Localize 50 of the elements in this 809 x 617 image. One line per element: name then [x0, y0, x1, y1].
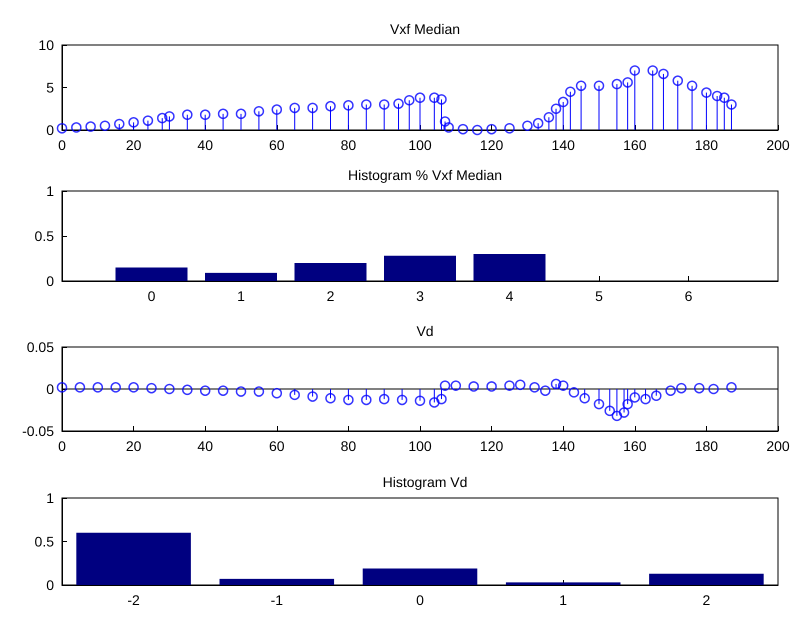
x-tick-label: 5 — [595, 288, 604, 304]
x-tick-label: 4 — [506, 288, 514, 304]
x-tick-label: 120 — [480, 137, 504, 153]
x-tick-label: 2 — [702, 592, 710, 608]
y-tick-label: 0.5 — [34, 228, 54, 244]
x-tick-label: 2 — [326, 288, 335, 304]
x-tick-label: -2 — [127, 592, 140, 608]
x-tick-label: 180 — [694, 137, 718, 153]
y-tick-label: 0 — [46, 577, 54, 593]
x-tick-label: 20 — [126, 438, 142, 454]
y-tick-label: 1 — [46, 183, 54, 199]
x-tick-label: 20 — [126, 137, 142, 153]
x-tick-label: 180 — [694, 438, 718, 454]
x-tick-label: 80 — [340, 137, 356, 153]
y-tick-label: 0 — [46, 273, 54, 289]
y-tick-label: 0.5 — [34, 534, 54, 550]
x-tick-label: 40 — [197, 438, 214, 454]
x-tick-label: 200 — [766, 438, 790, 454]
x-tick-label: -1 — [270, 592, 284, 608]
x-tick-label: 60 — [269, 438, 285, 454]
x-tick-label: 6 — [684, 288, 693, 304]
y-tick-label: 0 — [46, 122, 54, 138]
chart-title: Vd — [416, 323, 434, 339]
x-tick-label: 100 — [408, 438, 432, 454]
x-tick-label: 140 — [552, 438, 576, 454]
x-tick-label: 160 — [623, 137, 647, 153]
x-tick-label: 120 — [480, 438, 504, 454]
x-tick-label: 60 — [269, 137, 285, 153]
y-tick-label: 10 — [38, 37, 54, 53]
x-tick-label: 200 — [766, 137, 790, 153]
x-tick-label: 160 — [623, 438, 647, 454]
y-tick-label: 5 — [46, 80, 54, 96]
x-tick-label: 0 — [416, 592, 424, 608]
x-tick-label: 0 — [58, 438, 66, 454]
x-tick-label: 1 — [559, 592, 568, 608]
x-tick-label: 0 — [58, 137, 66, 153]
y-tick-label: 0 — [46, 381, 54, 397]
x-tick-label: 0 — [148, 288, 156, 304]
y-tick-label: 0.05 — [26, 339, 54, 355]
x-tick-label: 140 — [552, 137, 576, 153]
x-tick-label: 100 — [408, 137, 432, 153]
chart-title: Histogram Vd — [382, 474, 468, 490]
x-tick-label: 80 — [340, 438, 356, 454]
x-tick-label: 1 — [237, 288, 246, 304]
y-tick-label: -0.05 — [22, 423, 54, 439]
chart-title: Histogram % Vxf Median — [348, 167, 502, 183]
chart-title: Vxf Median — [390, 21, 460, 37]
y-tick-label: 1 — [46, 490, 54, 506]
x-tick-label: 40 — [197, 137, 214, 153]
x-tick-label: 3 — [416, 288, 424, 304]
